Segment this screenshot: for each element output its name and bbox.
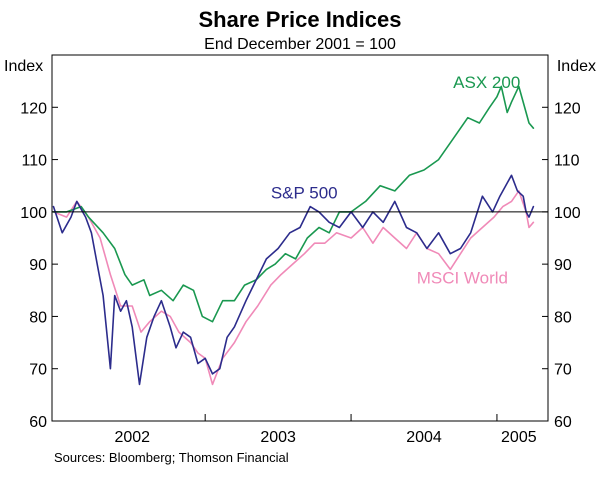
series-line-asx-200 xyxy=(52,85,535,323)
series-label-asx-200: ASX 200 xyxy=(453,73,520,92)
y-axis-unit-left: Index xyxy=(4,58,43,75)
y-tick-label-left: 90 xyxy=(29,257,47,274)
y-tick-label-right: 60 xyxy=(554,414,572,431)
y-axis-unit-right: Index xyxy=(557,58,596,75)
x-tick-label: 2005 xyxy=(501,429,537,446)
y-tick-label-left: 100 xyxy=(20,205,47,222)
series-label-msci-world: MSCI World xyxy=(417,268,508,287)
y-tick-label-left: 110 xyxy=(21,153,47,170)
series-line-msci-world xyxy=(52,190,535,386)
plot-area-frame xyxy=(51,54,549,422)
series-labels: ASX 200 S&P 500 MSCI World xyxy=(271,73,520,288)
y-tick-label-left: 70 xyxy=(29,362,47,379)
y-tick-label-right: 100 xyxy=(554,205,581,222)
series-lines xyxy=(52,85,535,386)
y-tick-label-right: 120 xyxy=(554,100,581,117)
axis-ticks: 60 60 70 70 80 80 90 90 100 100 110 110 120 120 2002 20… xyxy=(20,100,581,446)
source-note: Sources: Bloomberg; Thomson Financial xyxy=(54,450,289,465)
y-tick-label-left: 80 xyxy=(29,309,47,326)
x-tick-label: 2004 xyxy=(406,429,442,446)
x-tick-label: 2002 xyxy=(114,429,150,446)
y-tick-label-left: 120 xyxy=(20,100,47,117)
y-tick-label-right: 80 xyxy=(554,309,572,326)
chart-title: Share Price Indices xyxy=(199,7,402,32)
y-tick-label-right: 110 xyxy=(554,153,580,170)
y-tick-label-left: 60 xyxy=(29,414,47,431)
series-label-s-p-500: S&P 500 xyxy=(271,183,338,202)
series-line-s-p-500 xyxy=(52,174,535,386)
y-tick-label-right: 70 xyxy=(554,362,572,379)
x-tick-label: 2003 xyxy=(260,429,296,446)
y-tick-label-right: 90 xyxy=(554,257,572,274)
chart-subtitle: End December 2001 = 100 xyxy=(204,36,396,53)
